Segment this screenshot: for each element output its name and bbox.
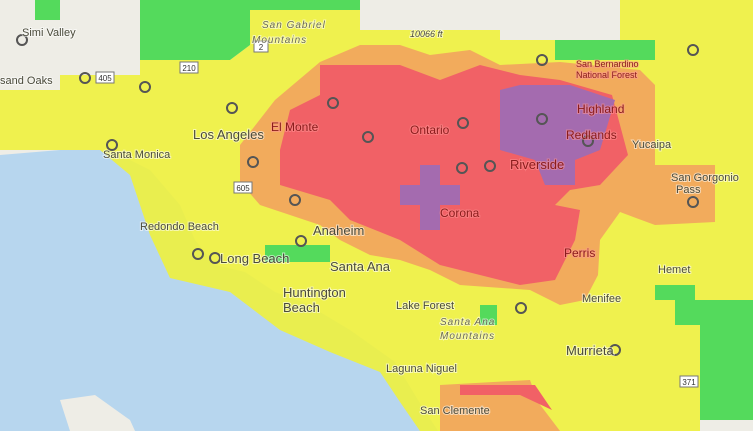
place-label: Hemet <box>658 264 690 276</box>
monitor[interactable] <box>536 54 548 66</box>
monitor[interactable] <box>457 117 469 129</box>
ocean <box>0 150 438 431</box>
place-label: San Gorgonio <box>671 172 739 184</box>
place-label: Murrieta <box>566 343 614 358</box>
shield <box>679 375 699 388</box>
place-label: Lake Forest <box>396 300 454 312</box>
shield <box>179 61 199 74</box>
shield-label: 2 <box>259 43 264 52</box>
monitor[interactable] <box>582 135 594 147</box>
monitor[interactable] <box>327 97 339 109</box>
shield <box>253 40 269 53</box>
place-label: sand Oaks <box>0 75 53 87</box>
forest-label: San Bernardino <box>576 59 639 69</box>
mountain-label: Mountains <box>252 35 307 46</box>
monitor[interactable] <box>79 72 91 84</box>
monitor[interactable] <box>484 160 496 172</box>
monitor[interactable] <box>192 248 204 260</box>
monitor[interactable] <box>609 344 621 356</box>
place-label: Santa Monica <box>103 149 171 161</box>
monitor[interactable] <box>295 235 307 247</box>
place-label: Redlands <box>566 128 617 142</box>
place-label: Santa Ana <box>330 259 391 274</box>
place-label: Highland <box>577 102 624 116</box>
place-labels: Simi Valley sand Oaks San Gabriel Mounta… <box>0 19 740 418</box>
monitor[interactable] <box>289 194 301 206</box>
monitor[interactable] <box>16 34 28 46</box>
shields: 2 405 210 605 371 <box>95 40 699 388</box>
monitor[interactable] <box>209 252 221 264</box>
place-label: Anaheim <box>313 223 364 238</box>
monitor[interactable] <box>515 302 527 314</box>
place-label: Pass <box>676 184 701 196</box>
monitor[interactable] <box>456 162 468 174</box>
shield-label: 210 <box>182 64 196 73</box>
place-label: Riverside <box>510 157 564 172</box>
peak-label: 10066 ft <box>410 29 443 39</box>
monitor[interactable] <box>226 102 238 114</box>
shield-label: 605 <box>236 184 250 193</box>
place-label: Perris <box>564 246 595 260</box>
mountain-label: San Gabriel <box>262 20 326 31</box>
place-label: San Clemente <box>420 405 490 417</box>
place-label: Laguna Niguel <box>386 363 457 375</box>
monitor[interactable] <box>362 131 374 143</box>
shield-label: 405 <box>98 74 112 83</box>
monitor[interactable] <box>106 139 118 151</box>
monitor[interactable] <box>687 196 699 208</box>
place-label: Menifee <box>582 293 621 305</box>
place-label: Corona <box>440 206 480 220</box>
place-label: Beach <box>283 300 320 315</box>
forest-label: National Forest <box>576 70 638 80</box>
shield <box>95 71 115 84</box>
monitor[interactable] <box>247 156 259 168</box>
place-label: Ontario <box>410 123 450 137</box>
shield-label: 371 <box>682 378 696 387</box>
monitor[interactable] <box>687 44 699 56</box>
mountain-label: Mountains <box>440 331 495 342</box>
place-label: Huntington <box>283 285 346 300</box>
place-label: El Monte <box>271 120 319 134</box>
place-label: Los Angeles <box>193 127 264 142</box>
place-label: Yucaipa <box>632 139 672 151</box>
aqi-very-unhealthy <box>400 85 615 230</box>
place-label: Simi Valley <box>22 27 76 39</box>
monitor[interactable] <box>139 81 151 93</box>
place-label: Long Beach <box>220 251 289 266</box>
monitors <box>16 34 699 356</box>
monitor[interactable] <box>536 113 548 125</box>
shield <box>233 181 253 194</box>
island <box>60 395 135 431</box>
mountain-label: Santa Ana <box>440 317 495 328</box>
place-label: Redondo Beach <box>140 221 219 233</box>
